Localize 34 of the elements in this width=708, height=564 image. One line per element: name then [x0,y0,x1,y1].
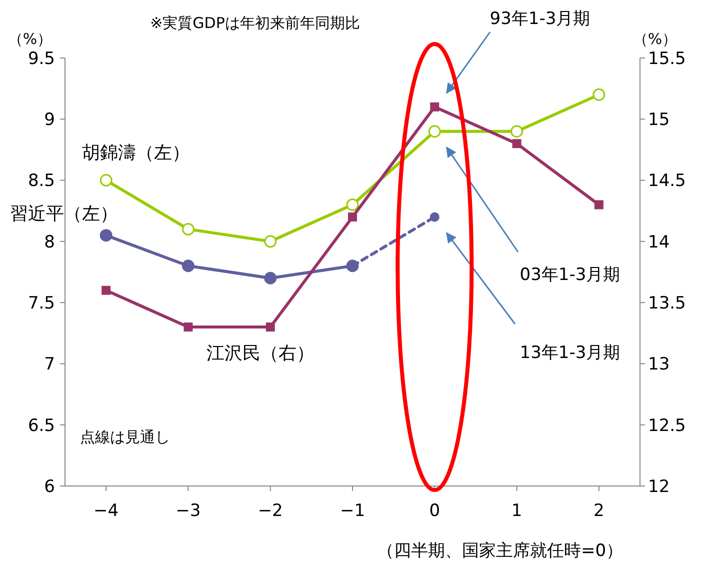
y2-tick-label: 15.5 [648,48,686,69]
x-tick-label: 0 [429,501,440,521]
annotation: 03年1-3月期 [520,265,620,285]
y-tick-label: 8 [44,232,55,252]
y2-tick-label: 13.5 [648,294,686,314]
y2-axis-title: （%） [632,30,678,48]
x-tick-label: −3 [176,501,201,521]
y-tick-label: 6.5 [28,416,55,436]
series-label: 江沢民（右） [206,343,314,364]
x-tick-label: −1 [340,501,366,521]
series-label: 習近平（左） [10,203,118,224]
y2-tick-label: 15 [648,110,670,130]
y2-tick-label: 14.5 [648,171,686,192]
y-axis-title: （%） [8,30,52,48]
y2-tick-label: 12 [648,476,670,497]
x-tick-label: −4 [94,501,119,521]
y2-tick-label: 14 [648,232,670,252]
y-tick-label: 7.5 [28,294,55,314]
series-label: 胡錦濤（左） [82,142,190,164]
y-tick-label: 9 [44,110,55,130]
text: 93年1-3月期 [490,9,590,29]
x-tick-label: −2 [258,501,283,521]
y2-tick-label: 13 [648,354,670,375]
y-tick-label: 8.5 [28,171,55,192]
chart-title: ※実質GDPは年初来前年同期比 [150,14,360,32]
y-tick-label: 9.5 [28,48,55,69]
annotation: 13年1-3月期 [520,343,620,363]
y-tick-label: 7 [44,354,55,375]
y-tick-label: 6 [44,476,55,497]
x-axis-title: （四半期、国家主席就任時=0） [376,541,624,561]
x-tick-label: 1 [511,501,522,521]
y2-tick-label: 12.5 [648,416,686,436]
x-tick-label: 2 [594,501,604,521]
annotation: 点線は見通し [80,428,170,446]
